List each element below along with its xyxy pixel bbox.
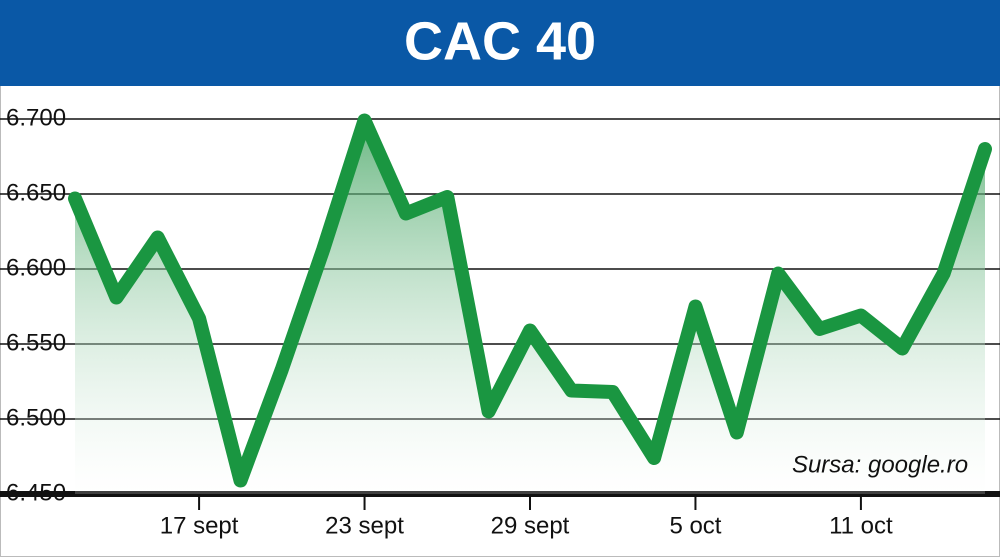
x-tick-label: 23 sept: [325, 512, 404, 539]
source-note: Sursa: google.ro: [792, 451, 968, 478]
area: [75, 120, 985, 494]
y-tick-label: 6.600: [6, 254, 66, 281]
line: [68, 113, 992, 488]
x-tick-label: 5 oct: [669, 512, 721, 539]
y-tick-label: 6.650: [6, 179, 66, 206]
title-band: [0, 0, 1000, 86]
y-tick-label: 6.500: [6, 404, 66, 431]
y-tick-label: 6.700: [6, 104, 66, 131]
chart-title: CAC 40: [404, 11, 596, 71]
y-tick-label: 6.550: [6, 329, 66, 356]
y-tick-label: 6.450: [6, 479, 66, 506]
x-tick-label: 29 sept: [491, 512, 570, 539]
plot-area: 6.450 6.500 6.550 6.600 6.650 6.700 17 sept 23 …: [0, 104, 1000, 539]
x-tick-label: 17 sept: [160, 512, 239, 539]
x-tick-label: 11 oct: [829, 512, 893, 539]
